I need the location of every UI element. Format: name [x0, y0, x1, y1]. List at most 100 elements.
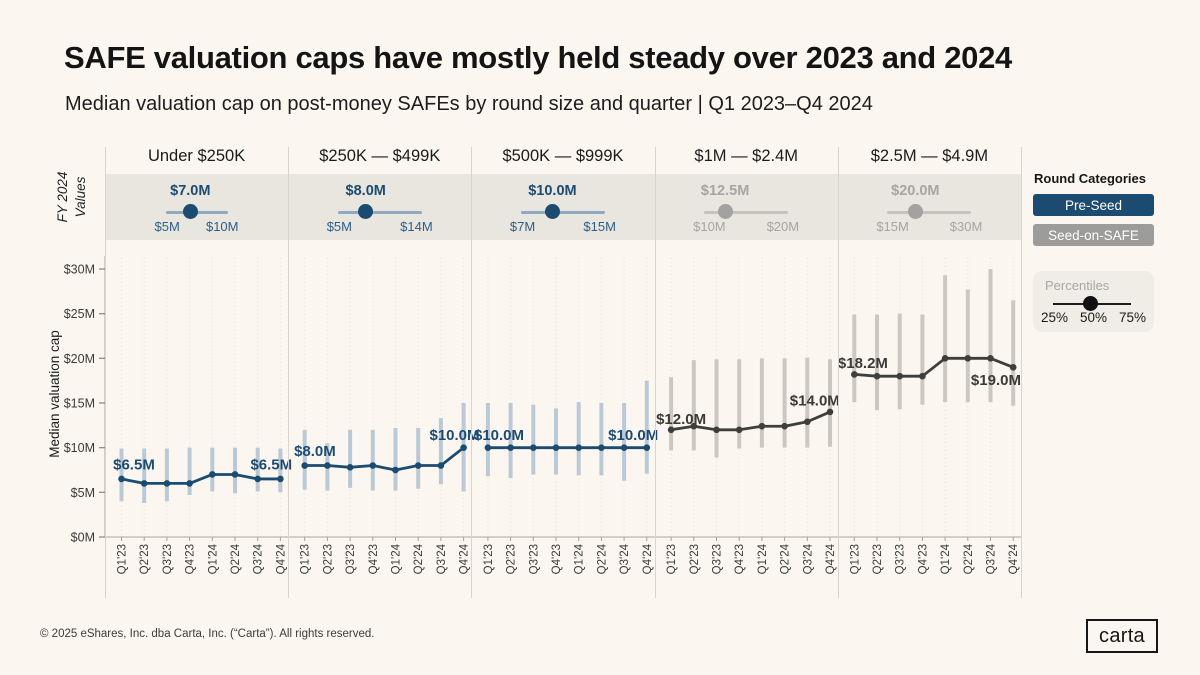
x-tick-label: Q2'23 [872, 544, 884, 574]
data-point [690, 422, 698, 430]
x-tick-label: Q1'23 [300, 544, 312, 574]
data-point [484, 444, 492, 451]
copyright-text: © 2025 eShares, Inc. dba Carta, Inc. (“C… [40, 628, 375, 640]
y-tick-label: $30M [64, 263, 95, 277]
x-tick-label: Q1'23 [483, 544, 495, 574]
fy-slider-track [337, 211, 422, 214]
value-annotation: $10.0M [429, 427, 479, 444]
seedonsafe-button[interactable]: Seed-on-SAFE [1033, 224, 1154, 246]
data-point [254, 475, 261, 483]
data-point [643, 444, 651, 451]
fy-slider-handle[interactable] [358, 204, 374, 219]
x-tick-label: Q3'23 [345, 544, 357, 574]
fy-max-label: $14M [400, 219, 433, 234]
x-tick-label: Q1'24 [391, 543, 403, 574]
x-tick-label: Q3'24 [253, 543, 265, 574]
value-annotation: $10.0M [474, 427, 524, 444]
data-point [140, 480, 148, 487]
x-tick-label: Q3'24 [986, 543, 998, 574]
fy-max-label: $10M [205, 219, 239, 234]
fy-max-label: $20M [766, 219, 800, 234]
fy-min-label: $15M [876, 219, 909, 234]
data-point [826, 408, 834, 416]
data-point [324, 462, 331, 469]
percentile-tick-labels: 25% 50% 75% [1041, 310, 1146, 325]
fy-median-value: $8.0M [345, 183, 386, 199]
data-point [851, 371, 858, 378]
x-tick-label: Q1'23 [666, 544, 678, 574]
fy-median-value: $7.0M [170, 183, 211, 199]
x-tick-label: Q2'24 [413, 543, 425, 574]
x-tick-label: Q1'24 [757, 543, 769, 574]
x-tick-label: Q2'24 [230, 543, 242, 574]
percentile-slider-handle[interactable] [1083, 296, 1098, 311]
x-tick-label: Q3'23 [712, 544, 724, 574]
panel-separator [105, 147, 106, 598]
y-tick-label: $5M [71, 486, 95, 500]
data-point [530, 444, 537, 451]
fy-slider-band: $7.0M $5M $10M $8.0M $5M $14M $10.0M $7M $15M … [105, 174, 1021, 240]
chart-svg: $0M $5M $10M $15M $20M $25M $30M Q1'23 Q2'23 Q3'2… [64, 256, 1021, 574]
fy-min-label: $5M [326, 219, 352, 234]
x-tick-label: Q4'23 [734, 544, 746, 574]
value-annotation: $14.0M [790, 392, 840, 409]
data-point [919, 372, 926, 380]
panel-header-3: $500K — $999K [502, 147, 624, 165]
fy-median-value: $10.0M [528, 183, 577, 199]
value-annotation: $12.0M [656, 411, 706, 428]
panel-header-row: Under $250K $250K — $499K $500K — $999K … [105, 147, 1021, 173]
fy-slider-handle[interactable] [907, 204, 923, 219]
y-tick-label: $0M [71, 531, 95, 545]
value-annotation: $18.2M [838, 355, 888, 372]
data-point [1009, 363, 1017, 371]
x-tick-label: Q4'24 [459, 543, 471, 574]
panel-separator [1021, 147, 1022, 598]
fy-slider-handle[interactable] [544, 204, 560, 219]
x-tick-label: Q2'24 [596, 543, 608, 574]
fy-min-label: $7M [509, 219, 536, 234]
value-annotation: $10.0M [608, 427, 658, 444]
x-tick-label: Q1'23 [117, 544, 129, 574]
data-point [346, 464, 354, 471]
x-tick-label: Q4'24 [825, 543, 837, 574]
data-point [575, 444, 582, 451]
fy-slider: $12.5M $10M $20M [655, 174, 838, 240]
fy-slider-handle[interactable] [717, 204, 733, 219]
data-point [804, 418, 811, 426]
data-point [369, 462, 377, 469]
x-tick-label: Q4'24 [642, 543, 654, 574]
x-tick-label: Q3'23 [162, 544, 174, 574]
data-point [118, 475, 125, 483]
x-tick-label: Q3'24 [619, 543, 631, 574]
median-line [304, 446, 465, 472]
carta-logo: carta [1086, 619, 1158, 653]
data-point [231, 471, 239, 478]
y-tick-label: $15M [64, 397, 95, 411]
value-annotation: $6.5M [250, 457, 292, 474]
preseed-button[interactable]: Pre-Seed [1033, 194, 1154, 216]
data-point [667, 426, 675, 434]
x-tick-label: Q4'23 [551, 544, 563, 574]
legend-title: Round Categories [1034, 171, 1146, 186]
fy-range-labels: $15M $30M [876, 219, 982, 234]
percentile-50-label: 50% [1079, 310, 1108, 325]
median-line [854, 356, 1014, 378]
y-tick-label: $20M [64, 352, 95, 366]
fy-range-labels: $7M $15M [510, 219, 616, 234]
data-point [437, 462, 445, 469]
x-tick-label: Q2'23 [689, 544, 701, 574]
fy-slider-handle[interactable] [182, 204, 198, 219]
fy-max-label: $15M [583, 219, 616, 234]
x-tick-label: Q4'24 [275, 543, 287, 574]
data-point [163, 480, 171, 487]
data-point [781, 422, 788, 430]
data-point [392, 466, 399, 474]
x-tick-label: Q1'24 [207, 543, 219, 574]
y-tick-label: $25M [64, 307, 95, 321]
fy-label-line1: FY 2024 [55, 171, 71, 223]
fy-slider: $10.0M $7M $15M [471, 174, 654, 240]
data-point [941, 355, 949, 362]
x-tick-label: Q2'24 [963, 543, 975, 574]
value-annotation: $19.0M [971, 372, 1021, 389]
